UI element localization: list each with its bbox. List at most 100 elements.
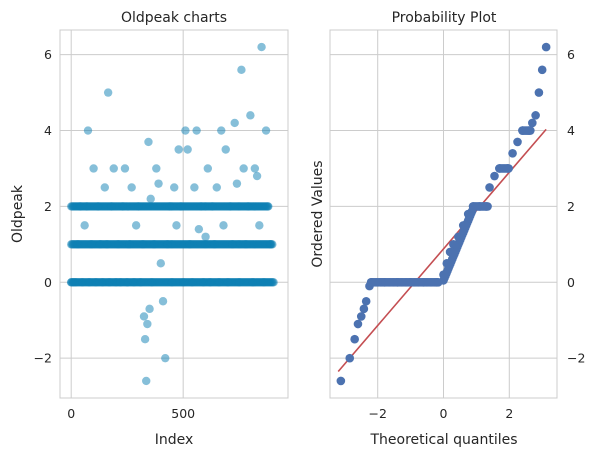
- data-point: [196, 202, 206, 211]
- data-point: [181, 126, 190, 135]
- data-point: [336, 376, 346, 386]
- data-point: [98, 278, 107, 287]
- data-point: [187, 278, 197, 287]
- data-point: [212, 183, 221, 192]
- data-point: [83, 126, 93, 135]
- data-point: [232, 179, 242, 188]
- probability-plot-panel: Probability Plot Theoretical quantiles O…: [310, 10, 585, 448]
- data-point: [350, 334, 359, 344]
- data-point: [205, 278, 215, 287]
- data-point: [118, 202, 127, 211]
- data-point: [131, 221, 141, 230]
- data-point: [248, 278, 257, 287]
- fit-line: [337, 128, 547, 373]
- data-point: [531, 111, 540, 120]
- data-point: [219, 221, 228, 230]
- data-point: [167, 278, 177, 287]
- right-x-axis-label: Theoretical quantiles: [369, 432, 517, 448]
- data-point: [143, 319, 152, 329]
- left-ytick-label: 6: [44, 47, 52, 62]
- data-point: [508, 148, 517, 158]
- left-gridlines: [60, 30, 288, 398]
- data-point: [356, 312, 366, 321]
- left-y-axis-label: Oldpeak: [10, 184, 26, 243]
- data-point: [129, 278, 139, 287]
- data-point: [127, 183, 136, 192]
- data-point: [140, 334, 150, 344]
- left-axes-frame: [59, 29, 289, 399]
- data-point: [100, 183, 109, 192]
- data-point: [139, 312, 149, 321]
- data-point: [241, 240, 251, 249]
- left-points: [66, 42, 278, 386]
- data-point: [221, 145, 230, 154]
- data-point: [485, 183, 494, 192]
- data-point: [102, 240, 112, 249]
- data-point: [87, 240, 96, 249]
- data-point: [513, 137, 522, 147]
- data-point: [199, 278, 208, 287]
- data-point: [246, 111, 255, 120]
- left-xtick-label: 500: [171, 406, 195, 421]
- data-point: [203, 164, 213, 173]
- data-point: [71, 278, 80, 287]
- left-ytick-label: −2: [34, 351, 52, 366]
- data-point: [114, 240, 123, 249]
- data-point: [239, 164, 248, 173]
- data-point: [201, 232, 210, 241]
- data-point: [228, 240, 237, 249]
- data-point: [226, 202, 235, 211]
- left-ytick-label: 4: [44, 123, 52, 138]
- data-point: [214, 278, 224, 287]
- data-point: [490, 171, 499, 181]
- data-point: [345, 353, 355, 363]
- oldpeak-scatter-panel: Oldpeak charts Index Oldpeak 0 500 −2 0 2 4 6: [10, 10, 289, 448]
- data-point: [96, 240, 105, 249]
- data-point: [172, 221, 181, 230]
- data-point: [138, 240, 148, 249]
- left-xtick-label: 0: [67, 406, 75, 421]
- data-point: [116, 278, 125, 287]
- right-xtick-label: 2: [505, 406, 513, 421]
- data-point: [93, 202, 103, 211]
- data-point: [170, 183, 179, 192]
- data-point: [75, 202, 85, 211]
- data-point: [109, 164, 118, 173]
- data-point: [194, 224, 204, 234]
- data-point: [237, 65, 246, 75]
- data-point: [243, 202, 253, 211]
- data-point: [266, 240, 275, 249]
- data-point: [483, 202, 492, 211]
- data-point: [134, 202, 143, 211]
- data-point: [264, 202, 273, 211]
- data-point: [125, 240, 134, 249]
- data-point: [165, 202, 174, 211]
- data-point: [259, 278, 269, 287]
- data-point: [261, 126, 271, 135]
- data-point: [504, 164, 513, 173]
- data-point: [174, 145, 183, 154]
- data-point: [467, 206, 477, 216]
- data-point: [105, 278, 114, 287]
- data-point: [145, 304, 154, 314]
- right-gridlines: [330, 30, 557, 398]
- left-ytick-label: 2: [44, 199, 52, 214]
- data-point: [255, 221, 264, 230]
- data-point: [161, 353, 170, 363]
- data-point: [526, 126, 535, 135]
- data-point: [230, 118, 239, 128]
- data-point: [528, 118, 537, 128]
- right-tick-labels: −2 0 2 −2 0 2 4 6: [368, 47, 585, 421]
- data-point: [234, 278, 244, 287]
- data-point: [154, 179, 163, 188]
- data-point: [210, 240, 219, 249]
- data-point: [122, 278, 132, 287]
- right-ytick-label: −2: [567, 351, 585, 366]
- right-ytick-label: 4: [567, 123, 575, 138]
- data-point: [158, 297, 168, 306]
- right-ytick-label: 2: [567, 199, 575, 214]
- right-xtick-label: 0: [440, 406, 448, 421]
- right-ytick-label: 6: [567, 47, 575, 62]
- data-point: [541, 42, 551, 52]
